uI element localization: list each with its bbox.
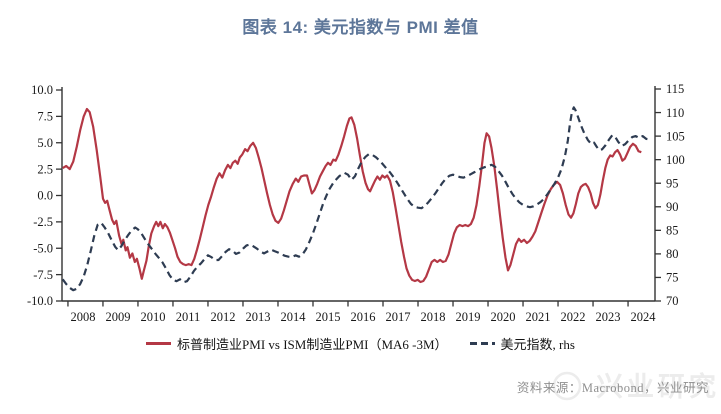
left-axis-tick-label: -2.5 bbox=[33, 215, 53, 229]
x-axis-year-label: 2015 bbox=[315, 310, 340, 324]
chart-title: 图表 14: 美元指数与 PMI 差值 bbox=[242, 18, 479, 37]
left-axis-tick-label: -7.5 bbox=[33, 268, 53, 282]
left-axis-tick-label: 10.0 bbox=[31, 83, 53, 97]
legend-swatch-dashed-line bbox=[469, 342, 495, 345]
x-axis-year-label: 2022 bbox=[561, 310, 586, 324]
watermark-text: 兴业研究 bbox=[596, 371, 720, 402]
right-axis-tick-label: 105 bbox=[666, 129, 685, 143]
x-axis-year-label: 2008 bbox=[70, 310, 95, 324]
left-axis-tick-label: 2.5 bbox=[37, 162, 53, 176]
x-axis-year-label: 2020 bbox=[491, 310, 516, 324]
right-axis-tick-label: 75 bbox=[666, 271, 679, 285]
x-axis-year-label: 2010 bbox=[140, 310, 165, 324]
x-axis-year-label: 2011 bbox=[176, 310, 201, 324]
usd-index-series-line bbox=[61, 106, 650, 292]
x-axis-year-label: 2014 bbox=[280, 310, 306, 324]
right-axis-tick-label: 80 bbox=[666, 247, 679, 261]
pmi-spread-series-line bbox=[62, 107, 642, 284]
x-axis-year-label: 2023 bbox=[596, 310, 621, 324]
x-axis-year-label: 2013 bbox=[245, 310, 270, 324]
left-axis-tick-label: 0.0 bbox=[37, 189, 53, 203]
legend-item-pmi-spread: 标普制造业PMI vs ISM制造业PMI（MA6 -3M） bbox=[146, 334, 448, 353]
x-axis-year-label: 2024 bbox=[631, 310, 657, 324]
legend-item-usd-index: 美元指数, rhs bbox=[469, 334, 575, 353]
left-axis-tick-label: -5.0 bbox=[33, 241, 53, 255]
right-axis-tick-label: 85 bbox=[666, 224, 679, 238]
source-line: 资料来源：Macrobond，兴业研究 bbox=[516, 381, 709, 395]
legend-swatch-solid-line bbox=[146, 342, 172, 345]
left-axis-tick-label: 5.0 bbox=[37, 136, 53, 150]
x-axis-year-label: 2016 bbox=[350, 310, 375, 324]
right-axis-tick-label: 95 bbox=[666, 176, 679, 190]
legend-label-pmi-spread: 标普制造业PMI vs ISM制造业PMI（MA6 -3M） bbox=[177, 337, 448, 352]
right-axis-tick-label: 70 bbox=[666, 294, 679, 308]
x-axis-year-label: 2019 bbox=[456, 310, 481, 324]
chart-legend: 标普制造业PMI vs ISM制造业PMI（MA6 -3M） 美元指数, rhs bbox=[0, 334, 721, 353]
right-axis-tick-label: 90 bbox=[666, 200, 679, 214]
x-axis-year-label: 2018 bbox=[421, 310, 446, 324]
right-axis-tick-label: 100 bbox=[666, 153, 685, 167]
left-axis-tick-label: 7.5 bbox=[37, 110, 53, 124]
watermark-stamp-circle bbox=[552, 371, 582, 401]
x-axis-year-label: 2012 bbox=[210, 310, 235, 324]
x-axis-year-label: 2009 bbox=[105, 310, 130, 324]
legend-label-usd-index: 美元指数, rhs bbox=[500, 337, 575, 352]
left-axis-tick-label: -10.0 bbox=[27, 294, 53, 308]
x-axis-year-label: 2021 bbox=[526, 310, 551, 324]
right-axis-tick-label: 110 bbox=[666, 106, 684, 120]
right-axis-tick-label: 115 bbox=[666, 82, 684, 96]
x-axis-year-label: 2017 bbox=[386, 310, 411, 324]
